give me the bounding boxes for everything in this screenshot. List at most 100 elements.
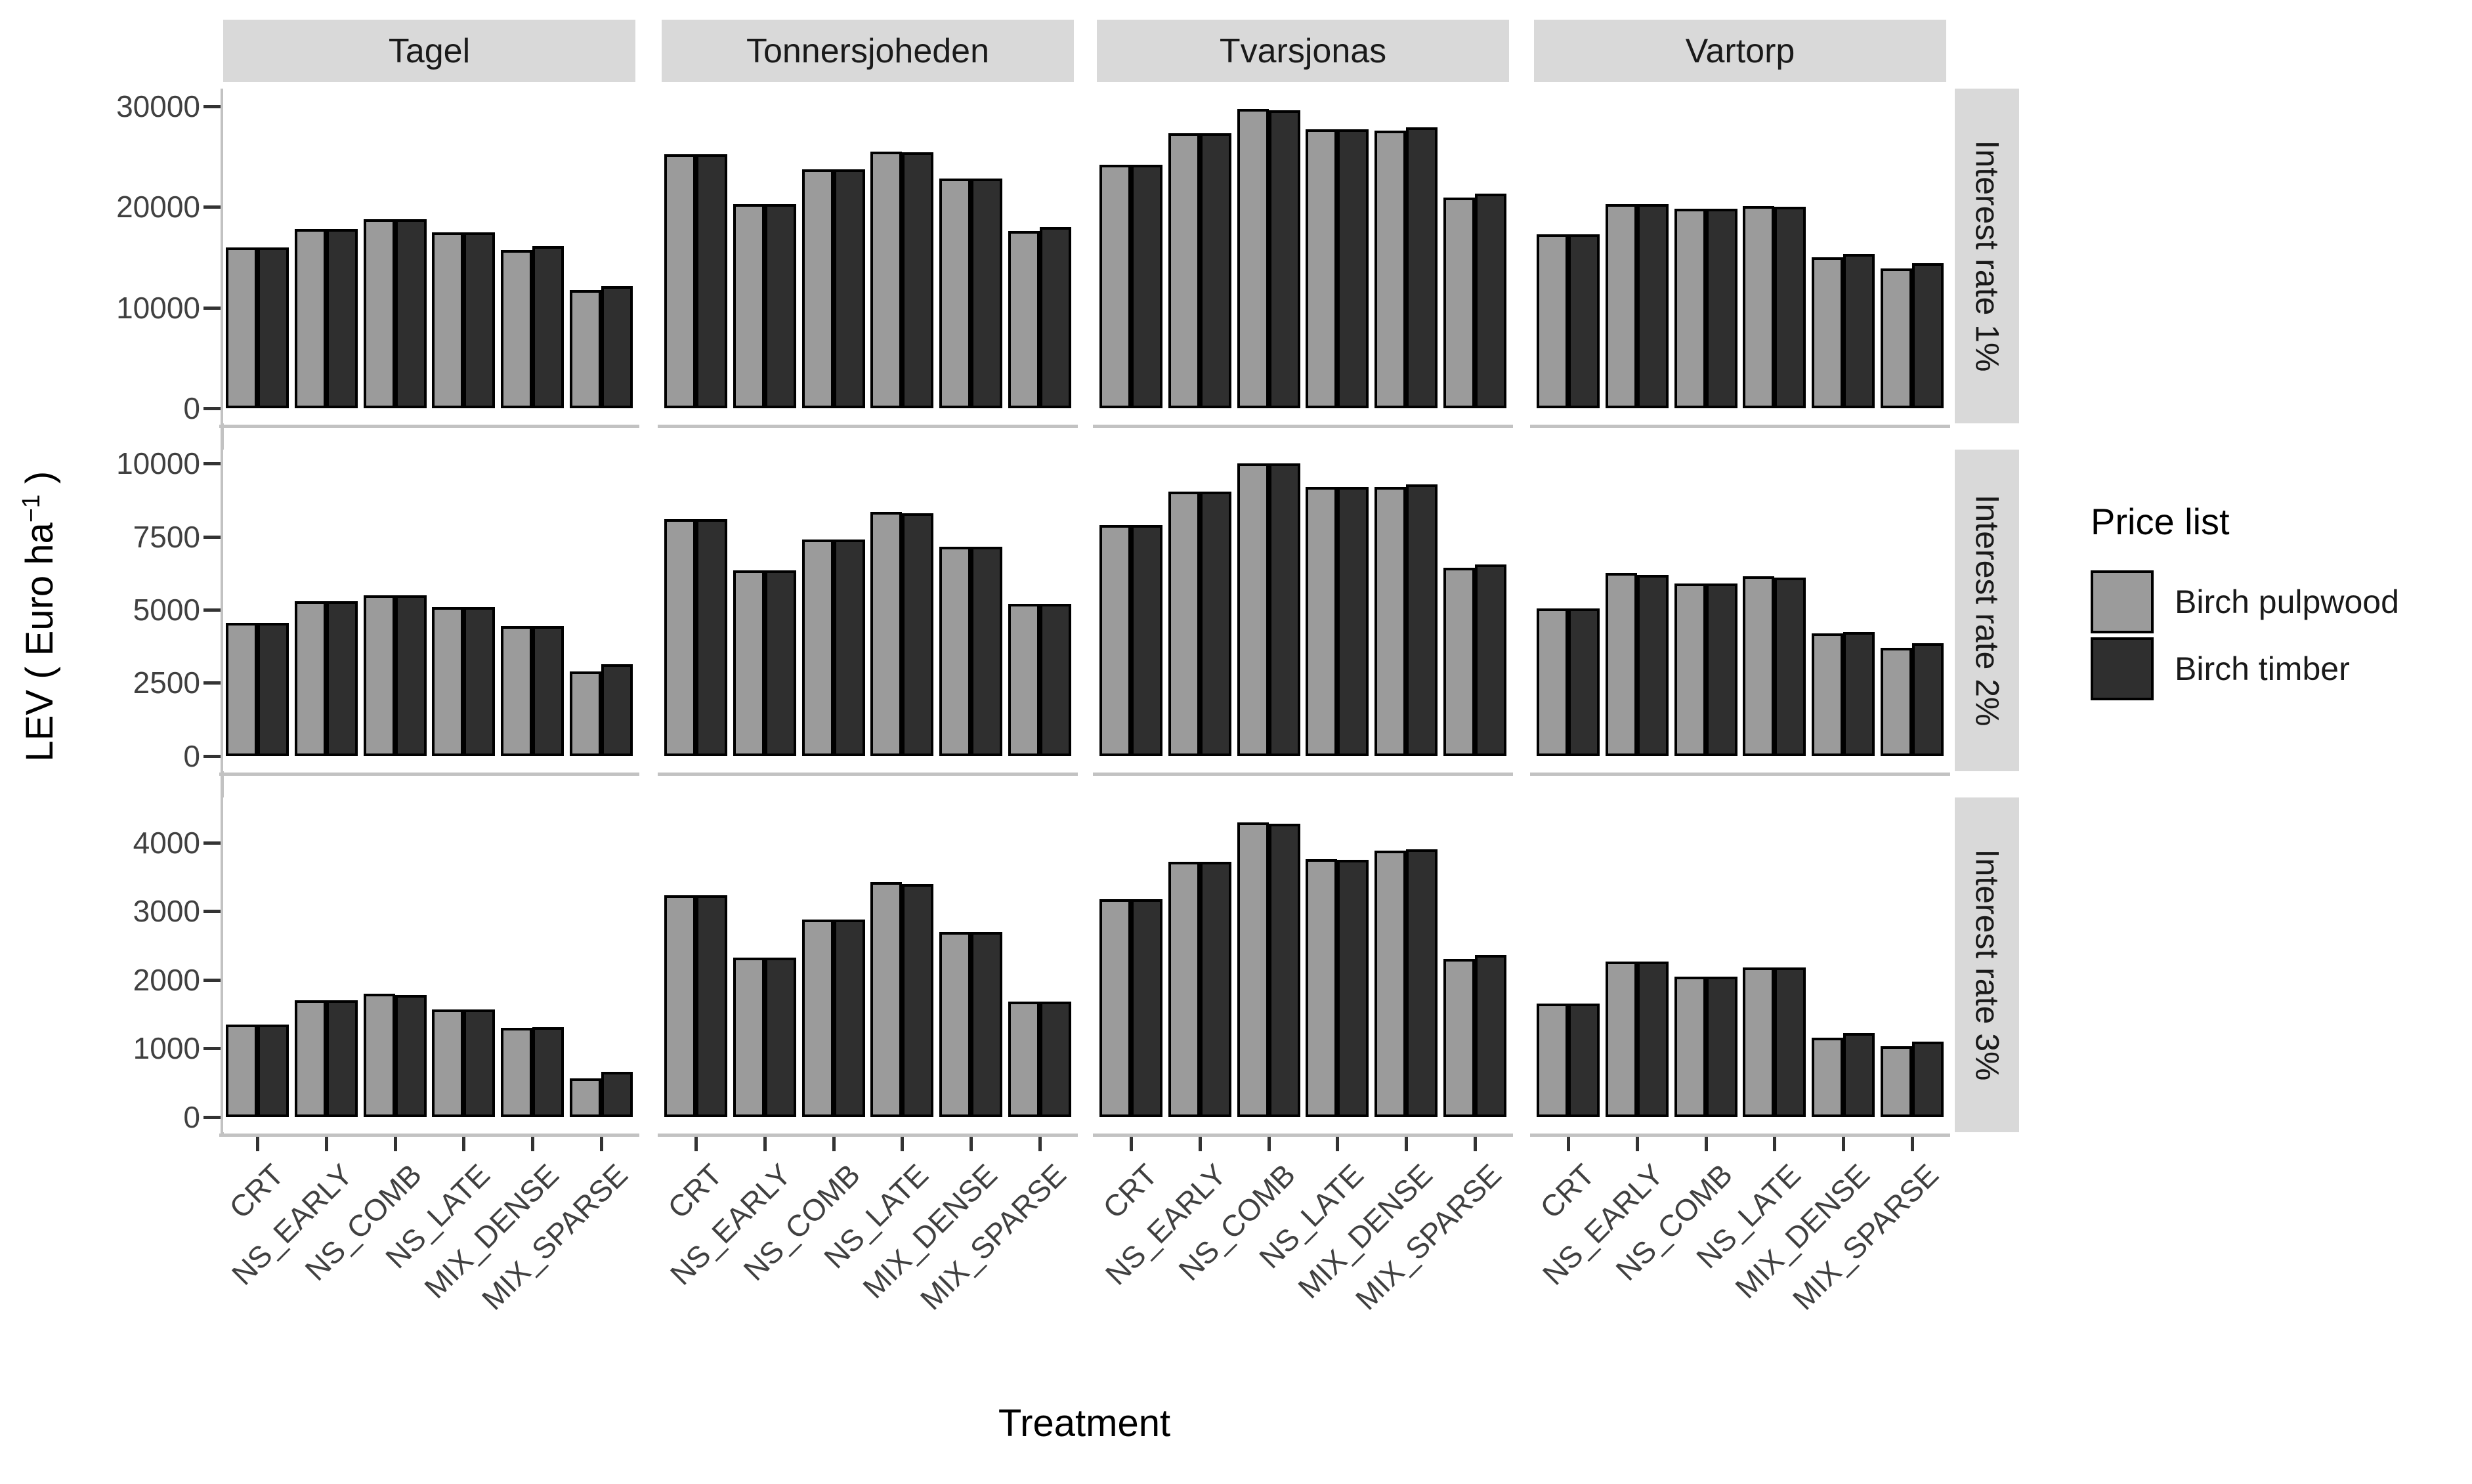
bar-pulpwood-ns_early [1168,491,1200,756]
bar-timber-mix_sparse [1474,194,1506,408]
bar-pulpwood-ns_late [1306,129,1338,408]
facet-row-strip-2: Interest rate 2% [1955,450,2019,771]
y-tick-mark [203,978,221,982]
bar-timber-ns_late [1337,487,1369,756]
legend-label-timber: Birch timber [2175,650,2350,687]
y-tick-label: 0 [183,1099,200,1134]
bar-pulpwood-ns_late [432,232,464,408]
x-axis-line [219,773,639,776]
bar-pulpwood-crt [664,519,696,756]
y-tick-mark [203,1115,221,1119]
bar-pulpwood-ns_comb [801,919,834,1117]
legend-entry-pulpwood: Birch pulpwood [2091,570,2399,633]
bar-timber-crt [696,154,728,408]
bar-pulpwood-crt [664,154,696,408]
panel-vartorp-rate2 [1534,450,1946,771]
bar-timber-ns_late [1774,967,1806,1117]
bar-timber-mix_sparse [601,664,633,756]
bar-pulpwood-mix_sparse [1880,268,1912,408]
bar-timber-crt [1131,899,1163,1117]
bar-timber-ns_comb [833,169,865,408]
x-axis-line [658,1134,1078,1137]
x-tick-mark [462,1137,466,1151]
bar-pulpwood-ns_early [295,601,326,756]
bar-timber-ns_comb [1268,110,1300,408]
x-tick-mark [1267,1137,1271,1151]
x-axis-line [658,425,1078,428]
y-tick-label: 3000 [133,894,200,929]
y-tick-label: 1000 [133,1031,200,1066]
facet-column-strip-tagel: Tagel [223,20,635,82]
panel-tvarsjonas-rate1 [1097,89,1509,423]
x-tick-mark [393,1137,397,1151]
bar-timber-ns_comb [394,219,427,408]
bar-pulpwood-mix_dense [501,250,532,408]
facet-row-strip-3: Interest rate 3% [1955,797,2019,1132]
x-tick-mark [1910,1137,1914,1151]
x-tick-mark [1405,1137,1408,1151]
bar-pulpwood-crt [1537,1004,1569,1117]
x-tick-mark [901,1137,905,1151]
bar-timber-ns_early [1637,203,1669,408]
bar-pulpwood-mix_dense [939,179,971,408]
bar-pulpwood-ns_comb [363,595,395,756]
bar-timber-mix_sparse [1911,263,1944,408]
y-tick-mark [203,608,221,612]
y-tick-label: 20000 [116,190,200,224]
bar-pulpwood-crt [1537,608,1569,756]
bar-pulpwood-mix_sparse [1008,604,1040,756]
x-axis-line [658,773,1078,776]
bar-pulpwood-mix_sparse [1008,231,1040,408]
bar-pulpwood-ns_comb [1674,209,1706,408]
bar-pulpwood-mix_dense [1375,130,1406,408]
y-axis-title-exponent: −1 [16,494,45,523]
facet-row-strip-label: Interest rate 2% [1969,494,2005,727]
bar-timber-ns_early [1200,491,1231,756]
bar-pulpwood-ns_comb [1237,463,1269,756]
bar-pulpwood-ns_late [432,606,464,756]
bar-timber-mix_dense [971,179,1002,408]
x-tick-mark [1773,1137,1777,1151]
bar-pulpwood-crt [1537,234,1569,408]
x-tick-mark [1842,1137,1845,1151]
bar-timber-crt [1131,164,1163,408]
y-tick-mark [203,406,221,410]
y-tick-mark [203,681,221,685]
bar-timber-mix_sparse [1039,604,1071,756]
bar-timber-mix_sparse [1474,955,1506,1117]
bar-timber-ns_late [902,152,934,408]
bar-pulpwood-ns_late [1743,205,1775,408]
bar-timber-ns_late [1774,207,1806,408]
bar-timber-crt [257,623,289,756]
bar-timber-crt [1568,1004,1600,1117]
bar-pulpwood-ns_comb [1237,109,1269,408]
bar-timber-ns_late [902,513,934,756]
bar-pulpwood-mix_sparse [569,1078,601,1117]
x-tick-mark [1199,1137,1202,1151]
bar-timber-ns_early [765,570,796,756]
x-tick-mark [694,1137,698,1151]
x-axis-line [1093,773,1513,776]
bar-pulpwood-ns_comb [1237,822,1269,1117]
x-tick-mark [1636,1137,1639,1151]
bar-timber-ns_early [1200,133,1231,408]
panel-tonnersjoheden-rate2 [662,450,1074,771]
legend: Price list Birch pulpwood Birch timber [2091,500,2399,704]
x-tick-mark [1704,1137,1708,1151]
bar-pulpwood-ns_early [295,1000,326,1117]
bar-pulpwood-ns_comb [801,540,834,756]
bar-timber-ns_comb [394,994,427,1117]
x-axis-line [1530,1134,1950,1137]
bar-pulpwood-crt [1099,524,1132,756]
bar-pulpwood-ns_early [733,203,765,408]
bar-pulpwood-ns_early [733,570,765,756]
y-tick-mark [203,104,221,108]
bar-pulpwood-ns_comb [1674,976,1706,1117]
bar-pulpwood-ns_late [432,1009,464,1117]
bar-pulpwood-ns_comb [363,219,395,408]
bar-pulpwood-mix_dense [939,547,971,756]
bar-timber-ns_early [765,958,796,1117]
x-tick-mark [763,1137,767,1151]
x-tick-mark [1038,1137,1042,1151]
y-tick-mark [203,910,221,914]
